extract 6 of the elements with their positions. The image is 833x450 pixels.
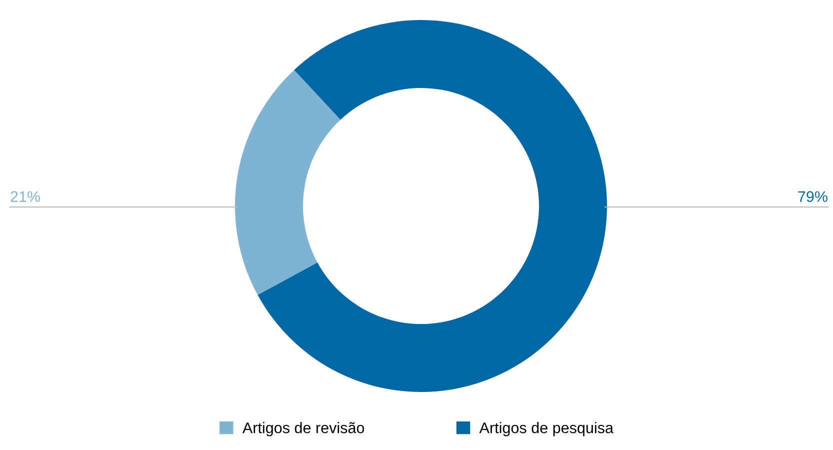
data-label: 79% — [798, 191, 828, 202]
legend-label: Artigos de pesquisa — [479, 422, 614, 436]
data-label: 21% — [10, 191, 40, 202]
donut-slice — [258, 20, 607, 392]
donut-slice — [235, 70, 341, 296]
legend-label: Artigos de revisão — [242, 422, 364, 436]
